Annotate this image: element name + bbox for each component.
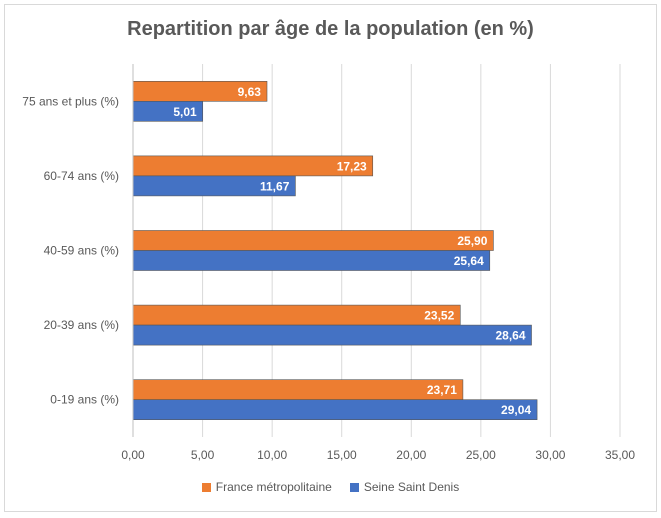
- category-label: 20-39 ans (%): [44, 318, 119, 332]
- category-label: 40-59 ans (%): [44, 244, 119, 258]
- data-label: 23,71: [427, 383, 457, 397]
- bar: [132, 230, 494, 251]
- x-tick-label: 5,00: [191, 448, 215, 462]
- x-tick-label: 20,00: [396, 448, 426, 462]
- x-tick-label: 0,00: [121, 448, 145, 462]
- data-label: 17,23: [337, 159, 367, 173]
- legend-swatch-seine-saint-denis: [349, 482, 359, 492]
- legend-item-france: France métropolitaine: [201, 480, 332, 494]
- data-label: 29,04: [501, 403, 531, 417]
- bar: [132, 304, 461, 326]
- data-label: 28,64: [495, 329, 525, 343]
- chart-legend: France métropolitaine Seine Saint Denis: [0, 480, 661, 494]
- x-tick-label: 10,00: [257, 448, 287, 462]
- x-tick-label: 15,00: [327, 448, 357, 462]
- category-label: 75 ans et plus (%): [22, 94, 119, 108]
- category-label: 60-74 ans (%): [44, 169, 119, 183]
- legend-swatch-france: [201, 482, 211, 492]
- legend-label-france: France métropolitaine: [215, 480, 332, 494]
- chart-title: Repartition par âge de la population (en…: [127, 18, 534, 40]
- category-label: 0-19 ans (%): [50, 393, 119, 407]
- x-tick-label: 35,00: [605, 448, 635, 462]
- legend-label-seine-saint-denis: Seine Saint Denis: [363, 480, 460, 494]
- data-label: 25,64: [454, 254, 484, 268]
- bar: [132, 379, 464, 401]
- data-label: 5,01: [173, 105, 197, 119]
- x-tick-label: 30,00: [535, 448, 565, 462]
- legend-item-seine-saint-denis: Seine Saint Denis: [349, 480, 460, 494]
- x-tick-label: 25,00: [466, 448, 496, 462]
- bar: [132, 324, 532, 346]
- data-label: 23,52: [424, 309, 454, 323]
- data-label: 11,67: [260, 179, 290, 193]
- data-label: 9,63: [238, 85, 262, 99]
- bar: [132, 399, 538, 421]
- bar: [132, 250, 491, 271]
- data-label: 25,90: [457, 234, 487, 248]
